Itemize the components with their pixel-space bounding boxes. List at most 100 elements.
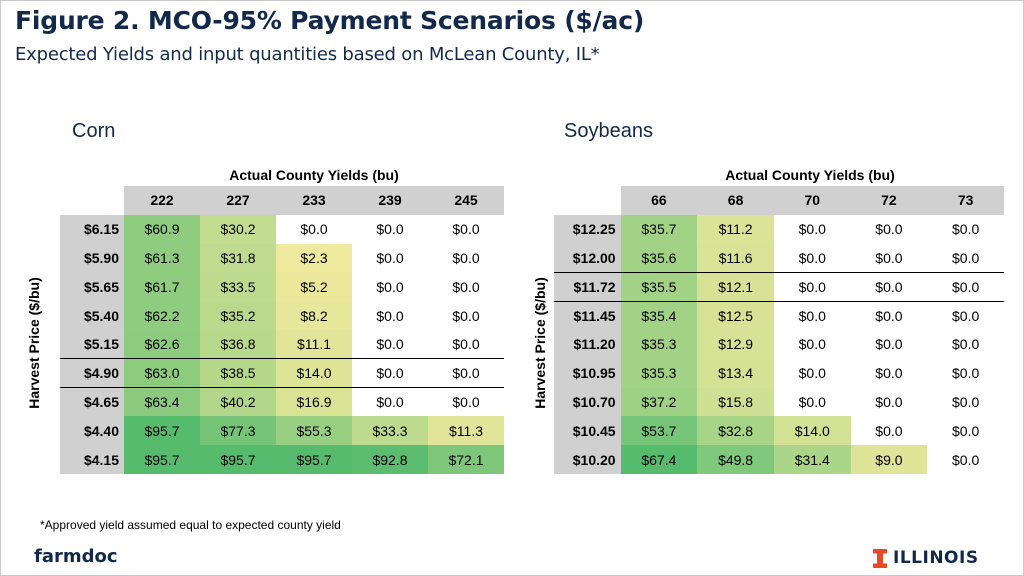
corn-payment-cell: $0.0 — [352, 272, 428, 302]
corn-payment-cell: $95.7 — [200, 445, 276, 474]
corn-payment-cell: $11.3 — [428, 416, 504, 446]
corn-payment-cell: $55.3 — [276, 416, 352, 446]
soybeans-price-label: $10.45 — [554, 416, 621, 446]
corn-price-row: $6.15 $60.9 $30.2 $0.0 $0.0 $0.0 — [60, 214, 504, 244]
corn-payment-heatmap: 222 227 233 239 245 $6.15 $60.9 $30.2 $0.0 $0.0 $0… — [60, 186, 504, 474]
corn-payment-cell: $2.3 — [276, 243, 352, 273]
illinois-wordmark: ILLINOIS — [893, 548, 979, 568]
soybeans-price-label: $12.25 — [554, 214, 621, 244]
corn-price-row: $4.90 $63.0 $38.5 $14.0 $0.0 $0.0 — [60, 358, 504, 389]
soybeans-price-label: $11.20 — [554, 329, 621, 359]
corn-yield-header: 227 — [200, 186, 276, 215]
corn-payment-cell: $36.8 — [200, 329, 276, 360]
corn-payment-cell: $0.0 — [352, 301, 428, 330]
soybeans-payment-cell: $0.0 — [927, 387, 1004, 417]
corn-price-row: $5.15 $62.6 $36.8 $11.1 $0.0 $0.0 — [60, 329, 504, 360]
soybeans-payment-cell: $12.5 — [697, 301, 774, 330]
corn-payment-cell: $63.0 — [124, 358, 200, 389]
corn-price-label: $5.65 — [60, 272, 124, 302]
soybeans-payment-cell: $0.0 — [927, 329, 1004, 359]
illinois-logo: ILLINOIS — [873, 548, 979, 568]
corn-payment-cell: $38.5 — [200, 358, 276, 389]
footnote: *Approved yield assumed equal to expecte… — [40, 518, 341, 532]
soybeans-payment-cell: $0.0 — [927, 272, 1004, 302]
corn-payment-cell: $61.3 — [124, 243, 200, 273]
soybeans-payment-cell: $0.0 — [927, 214, 1004, 244]
soybeans-price-row: $11.72 $35.5 $12.1 $0.0 $0.0 $0.0 — [554, 272, 1004, 302]
soybeans-payment-cell: $35.7 — [620, 214, 698, 244]
soybeans-price-label: $10.70 — [554, 387, 621, 417]
corn-payment-cell: $35.2 — [200, 301, 276, 330]
soybeans-payment-cell: $0.0 — [773, 301, 851, 330]
corn-price-label: $4.90 — [60, 358, 124, 389]
corn-payment-cell: $11.1 — [276, 329, 352, 360]
soybeans-payment-cell: $0.0 — [773, 243, 851, 273]
corn-payment-cell: $0.0 — [352, 387, 428, 417]
soybeans-yield-header: 73 — [927, 186, 1004, 215]
corn-payment-cell: $95.7 — [276, 445, 352, 474]
soybeans-payment-cell: $13.4 — [697, 358, 774, 388]
soybeans-yield-header: 68 — [697, 186, 774, 215]
corn-payment-cell: $0.0 — [428, 243, 504, 273]
corn-payment-cell: $0.0 — [428, 214, 504, 244]
corn-payment-cell: $30.2 — [200, 214, 276, 244]
corn-price-label: $5.15 — [60, 329, 124, 360]
corn-corner-cell — [60, 186, 124, 215]
corn-payment-cell: $0.0 — [352, 358, 428, 389]
soybeans-payment-cell: $67.4 — [620, 445, 698, 474]
corn-price-row: $5.65 $61.7 $33.5 $5.2 $0.0 $0.0 — [60, 272, 504, 302]
soybeans-yield-header: 70 — [773, 186, 851, 215]
corn-payment-cell: $0.0 — [428, 301, 504, 330]
corn-price-label: $4.40 — [60, 416, 124, 446]
corn-payment-cell: $92.8 — [352, 445, 428, 474]
corn-payment-cell: $60.9 — [124, 214, 200, 244]
soybeans-yield-header: 72 — [850, 186, 928, 215]
corn-price-row: $4.40 $95.7 $77.3 $55.3 $33.3 $11.3 — [60, 416, 504, 446]
soybeans-payment-cell: $0.0 — [850, 301, 928, 330]
soybeans-payment-cell: $11.6 — [697, 243, 774, 273]
corn-price-row: $4.15 $95.7 $95.7 $95.7 $92.8 $72.1 — [60, 445, 504, 474]
corn-x-axis-label: Actual County Yields (bu) — [229, 167, 399, 183]
corn-payment-cell: $62.2 — [124, 301, 200, 330]
soybeans-header-row: 66 68 70 72 73 — [554, 186, 1004, 215]
soybeans-payment-cell: $37.2 — [620, 387, 698, 417]
corn-yield-header: 245 — [428, 186, 504, 215]
soybeans-price-row: $11.20 $35.3 $12.9 $0.0 $0.0 $0.0 — [554, 329, 1004, 359]
corn-payment-cell: $40.2 — [200, 387, 276, 417]
soybeans-payment-heatmap: 66 68 70 72 73 $12.25 $35.7 $11.2 $0.0 $0.0 $0.0 $1… — [554, 186, 1004, 474]
soybeans-payment-cell: $11.2 — [697, 214, 774, 244]
soybeans-payment-cell: $9.0 — [850, 445, 928, 474]
corn-price-row: $4.65 $63.4 $40.2 $16.9 $0.0 $0.0 — [60, 387, 504, 417]
soybeans-price-label: $11.45 — [554, 301, 621, 330]
corn-payment-cell: $72.1 — [428, 445, 504, 474]
soybeans-payment-cell: $0.0 — [773, 214, 851, 244]
corn-payment-cell: $0.0 — [352, 214, 428, 244]
soybeans-payment-cell: $0.0 — [927, 358, 1004, 388]
soybeans-price-label: $12.00 — [554, 243, 621, 273]
page-subtitle: Expected Yields and input quantities bas… — [15, 44, 600, 65]
soybeans-payment-cell: $0.0 — [927, 445, 1004, 474]
soybeans-payment-cell: $0.0 — [850, 329, 928, 359]
corn-yield-header: 233 — [276, 186, 352, 215]
soybeans-x-axis-label: Actual County Yields (bu) — [725, 167, 895, 183]
farmdoc-logo: farmdoc — [34, 546, 118, 567]
corn-price-row: $5.40 $62.2 $35.2 $8.2 $0.0 $0.0 — [60, 301, 504, 330]
soybeans-payment-cell: $53.7 — [620, 416, 698, 446]
corn-payment-cell: $95.7 — [124, 445, 200, 474]
corn-payment-cell: $16.9 — [276, 387, 352, 417]
corn-yield-header: 222 — [124, 186, 200, 215]
soybeans-payment-cell: $0.0 — [927, 301, 1004, 330]
corn-payment-cell: $31.8 — [200, 243, 276, 273]
soybeans-payment-cell: $35.3 — [620, 329, 698, 359]
corn-payment-cell: $0.0 — [428, 358, 504, 389]
corn-payment-cell: $61.7 — [124, 272, 200, 302]
soybeans-price-row: $12.25 $35.7 $11.2 $0.0 $0.0 $0.0 — [554, 214, 1004, 244]
soybeans-y-axis-label: Harvest Price ($/bu) — [532, 277, 548, 409]
soybeans-yield-header: 66 — [620, 186, 698, 215]
corn-price-label: $4.65 — [60, 387, 124, 417]
corn-payment-cell: $62.6 — [124, 329, 200, 360]
corn-header-row: 222 227 233 239 245 — [60, 186, 504, 215]
corn-price-label: $5.40 — [60, 301, 124, 330]
soybeans-payment-cell: $0.0 — [773, 272, 851, 302]
soybeans-payment-cell: $0.0 — [850, 214, 928, 244]
